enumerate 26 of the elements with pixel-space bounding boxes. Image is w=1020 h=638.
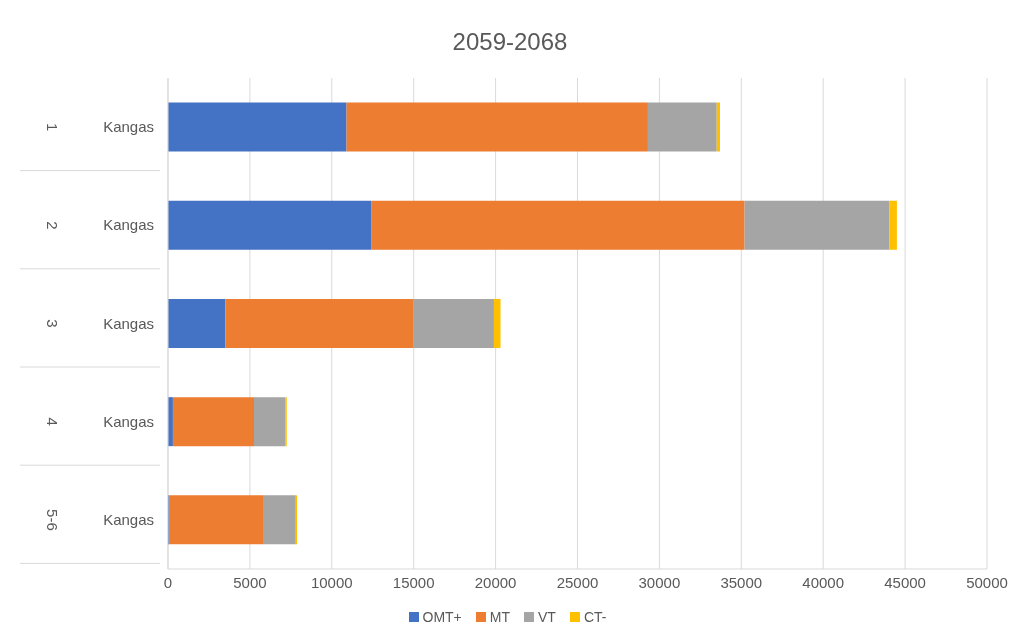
- text: 3: [44, 319, 61, 328]
- legend-label: OMT+: [421, 609, 462, 625]
- y-tick-label: Kangas: [103, 510, 154, 528]
- x-tick-label: 15000: [392, 573, 435, 591]
- y-tick-label: Kangas: [103, 314, 154, 332]
- x-tick-label: 45000: [884, 573, 926, 591]
- x-tick-label: 10000: [310, 573, 353, 591]
- y-tick-label: Kangas: [103, 412, 154, 430]
- text: 1: [44, 122, 61, 132]
- text: 5-6: [44, 509, 61, 531]
- x-tick-label: 20000: [474, 573, 517, 591]
- x-tick-label: 30000: [638, 573, 681, 591]
- x-tick-label: 50000: [966, 573, 1008, 591]
- x-tick-label: 25000: [556, 573, 599, 591]
- text: 4: [44, 417, 61, 426]
- x-tick-label: 35000: [720, 573, 763, 591]
- x-tick-label: 0: [163, 573, 173, 591]
- y-tick-label: Kangas: [103, 118, 154, 136]
- legend-label: VT: [537, 609, 556, 625]
- x-tick-label: 40000: [802, 573, 845, 591]
- legend-label: CT-: [582, 609, 607, 625]
- legend-label: MT: [488, 609, 511, 625]
- x-tick-label: 5000: [233, 573, 267, 591]
- chart-title: 2059-2068: [451, 27, 569, 57]
- text: 2: [44, 221, 61, 230]
- y-tick-label: Kangas: [103, 216, 154, 234]
